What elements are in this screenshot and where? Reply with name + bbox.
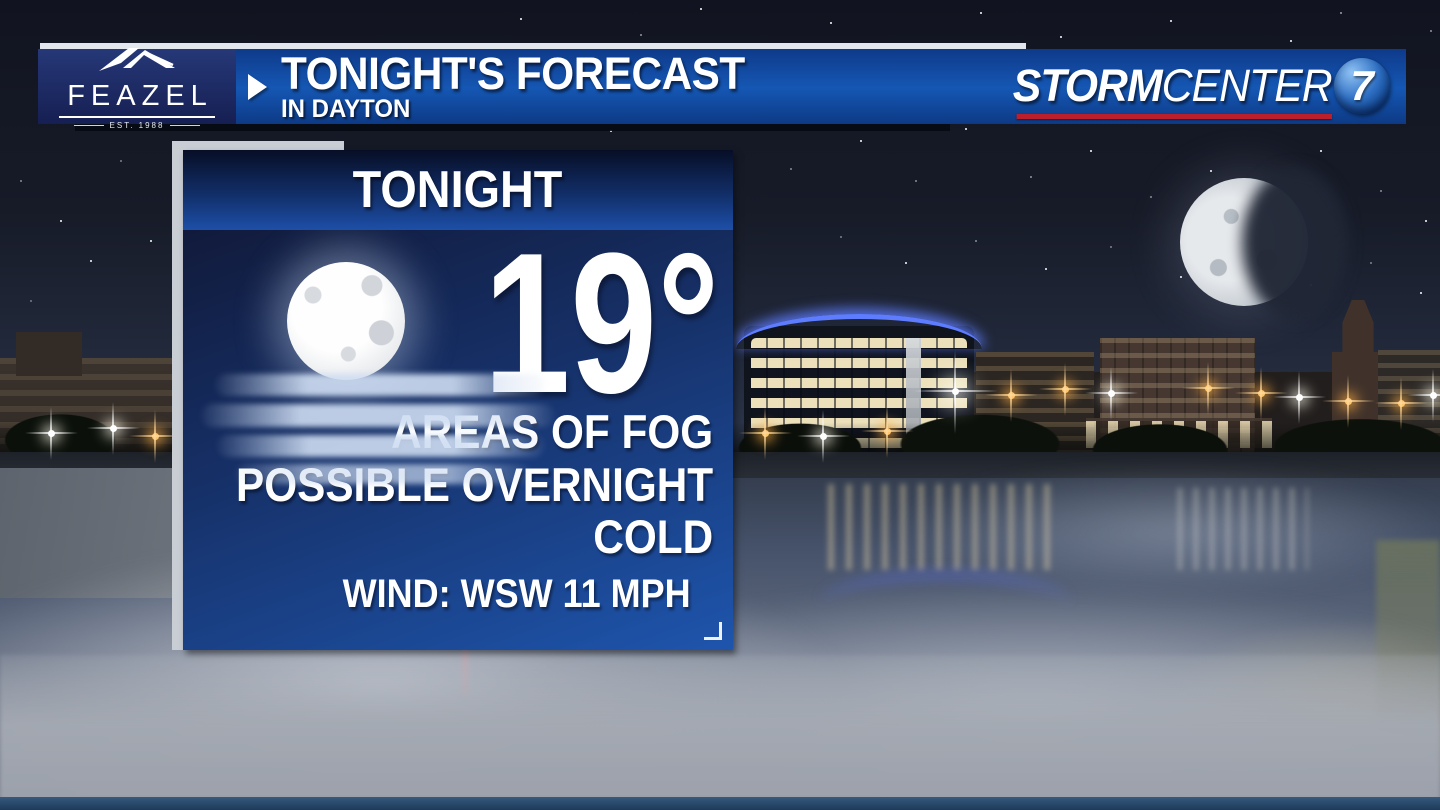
building — [16, 332, 82, 376]
stormcenter-storm: STORM — [1013, 60, 1163, 111]
wind-info: WIND: WSW 11 MPH — [342, 572, 691, 616]
period-label: TONIGHT — [353, 161, 563, 219]
light-glow — [914, 350, 998, 434]
card-period-header: TONIGHT — [183, 150, 733, 230]
roof-icon — [95, 45, 179, 78]
fog-bar — [235, 464, 531, 484]
sponsor-logo: FEAZEL EST. 1988 — [38, 48, 236, 130]
banner-titles: TONIGHT'S FORECAST IN DAYTON — [281, 51, 774, 122]
corner-bracket-icon — [704, 622, 722, 640]
stormcenter-center: CENTER — [1161, 60, 1333, 111]
condition-line: COLD — [593, 510, 713, 564]
fog-layer — [890, 465, 1440, 595]
light-glow — [985, 369, 1038, 422]
light-glow — [1322, 375, 1375, 428]
card-border-left — [172, 141, 183, 650]
light-glow — [25, 407, 78, 460]
banner-title: TONIGHT'S FORECAST — [281, 48, 745, 99]
stormcenter-underline — [1016, 114, 1333, 119]
banner-main: TONIGHT'S FORECAST IN DAYTON STORM CENTE… — [236, 49, 1406, 124]
bottom-strip — [0, 797, 1440, 810]
light-glow — [1235, 367, 1288, 420]
fog-layer — [0, 655, 1440, 800]
sponsor-name: FEAZEL — [59, 79, 215, 118]
light-glow — [797, 410, 850, 463]
light-glow — [1085, 367, 1138, 420]
condition-text: AREAS OF FOG POSSIBLE OVERNIGHT COLD — [236, 405, 713, 564]
channel-7-badge: 7 — [1334, 58, 1390, 114]
fog-bar — [217, 435, 545, 457]
top-banner: FEAZEL EST. 1988 TONIGHT'S FORECAST IN D… — [38, 43, 1406, 130]
banner-row: FEAZEL EST. 1988 TONIGHT'S FORECAST IN D… — [38, 48, 1406, 130]
light-glow — [1273, 371, 1326, 424]
fog-bar — [201, 404, 555, 427]
stormcenter-text: STORM CENTER — [1013, 60, 1333, 119]
fog-bar — [215, 374, 545, 396]
forecast-card: TONIGHT 19° AREAS OF FOG POSSIBLE OVERNI… — [172, 141, 733, 650]
banner-subtitle: IN DAYTON — [281, 95, 411, 123]
card-border-top — [172, 141, 344, 150]
moon — [1180, 178, 1308, 306]
moon-disc — [287, 262, 405, 380]
light-glow — [1407, 369, 1440, 422]
stormcenter-logo: STORM CENTER 7 — [996, 53, 1390, 119]
banner-shadow — [75, 123, 950, 131]
sponsor-est: EST. 1988 — [74, 121, 201, 130]
light-glow — [87, 402, 140, 455]
light-glow — [1182, 362, 1235, 415]
card-body: 19° AREAS OF FOG POSSIBLE OVERNIGHT COLD… — [183, 230, 733, 650]
light-glow — [861, 405, 914, 458]
moon-fog-icon — [201, 246, 571, 546]
window-reflection — [828, 484, 1060, 570]
banner-highlight-line — [40, 43, 1026, 49]
light-glow — [1039, 363, 1092, 416]
light-glow — [129, 410, 182, 463]
light-reflection — [1178, 488, 1308, 570]
stars-field — [0, 0, 2, 2]
led-reflection — [820, 572, 1070, 636]
light-glow — [739, 407, 792, 460]
card-inner: TONIGHT 19° AREAS OF FOG POSSIBLE OVERNI… — [183, 150, 733, 650]
light-glow — [1375, 377, 1428, 430]
arrow-icon — [248, 73, 267, 100]
